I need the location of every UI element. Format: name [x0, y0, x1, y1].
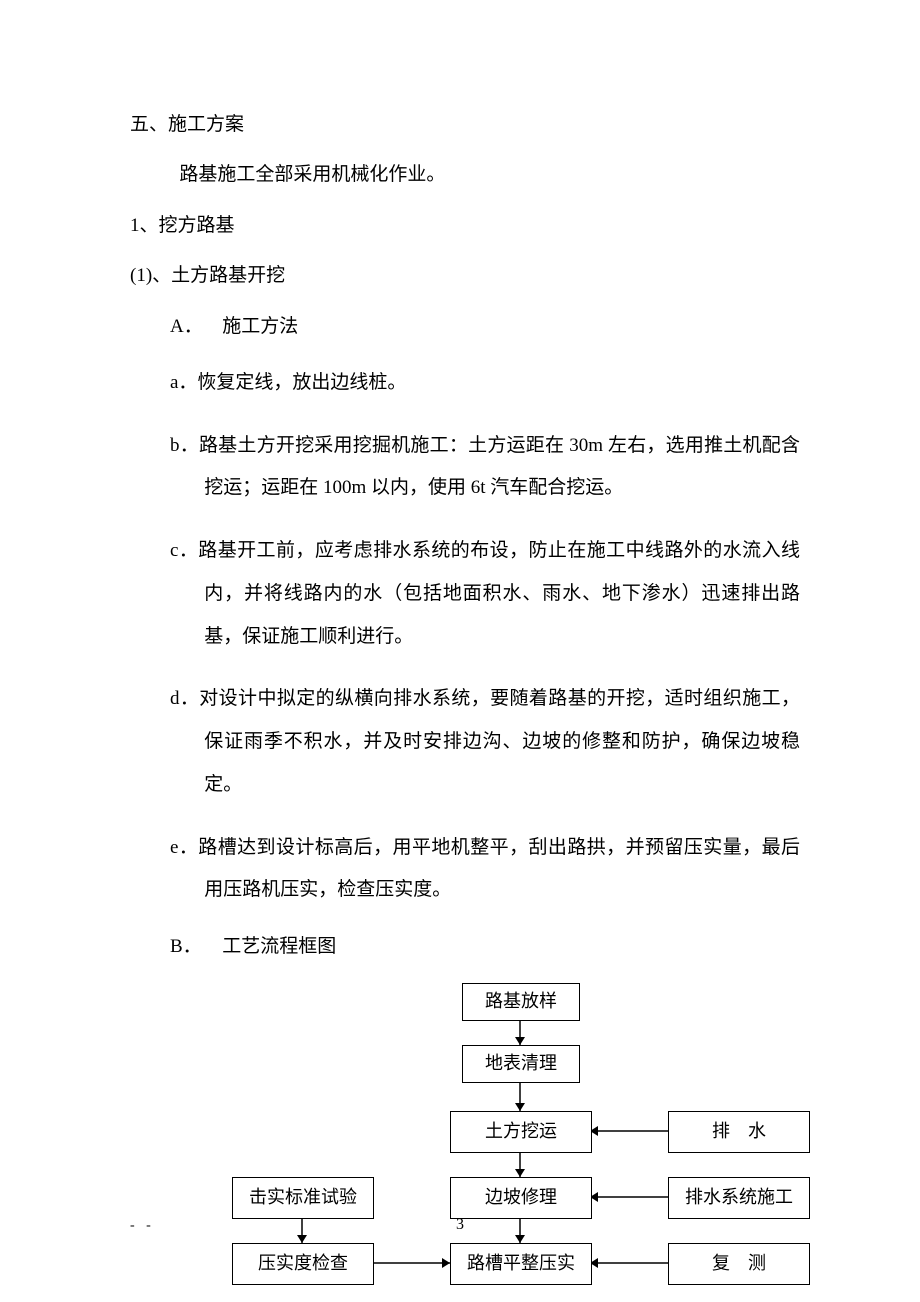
flow-node-r1: 排 水: [668, 1111, 810, 1153]
flow-node-n3: 土方挖运: [450, 1111, 592, 1153]
subsection-1-1: (1)、土方路基开挖: [130, 261, 800, 291]
section-heading: 五、施工方案: [130, 110, 800, 140]
item-e: e．路槽达到设计标高后，用平地机整平，刮出路拱，并预留压实量，最后用压路机压实，…: [130, 827, 800, 913]
flow-node-n4: 边坡修理: [450, 1177, 592, 1219]
part-a-heading: A． 施工方法: [130, 312, 800, 342]
part-b-heading: B． 工艺流程框图: [130, 932, 800, 962]
item-a: a．恢复定线，放出边线桩。: [130, 362, 800, 405]
item-d: d．对设计中拟定的纵横向排水系统，要随着路基的开挖，适时组织施工，保证雨季不积水…: [130, 678, 800, 806]
flow-node-n2: 地表清理: [462, 1045, 580, 1083]
part-b-label: B．: [170, 932, 218, 962]
part-b-title: 工艺流程框图: [222, 936, 336, 957]
part-a-title: 施工方法: [222, 316, 298, 337]
item-b: b．路基土方开挖采用挖掘机施工：土方运距在 30m 左右，选用推土机配含挖运；运…: [130, 425, 800, 511]
footer-mark: - -: [130, 1218, 155, 1234]
flow-node-r3: 复 测: [668, 1243, 810, 1285]
intro-text: 路基施工全部采用机械化作业。: [130, 160, 800, 190]
flow-node-r2: 排水系统施工: [668, 1177, 810, 1219]
subsection-1: 1、挖方路基: [130, 211, 800, 241]
item-c: c．路基开工前，应考虑排水系统的布设，防止在施工中线路外的水流入线内，并将线路内…: [130, 530, 800, 658]
part-a-label: A．: [170, 312, 218, 342]
flow-node-n1: 路基放样: [462, 983, 580, 1021]
flow-node-n5: 路槽平整压实: [450, 1243, 592, 1285]
flow-node-l1: 击实标准试验: [232, 1177, 374, 1219]
process-flowchart: 路基放样地表清理土方挖运边坡修理路槽平整压实 排 水排水系统施工复 测 击实标准试验…: [190, 983, 850, 1293]
flow-node-l2: 压实度检查: [232, 1243, 374, 1285]
